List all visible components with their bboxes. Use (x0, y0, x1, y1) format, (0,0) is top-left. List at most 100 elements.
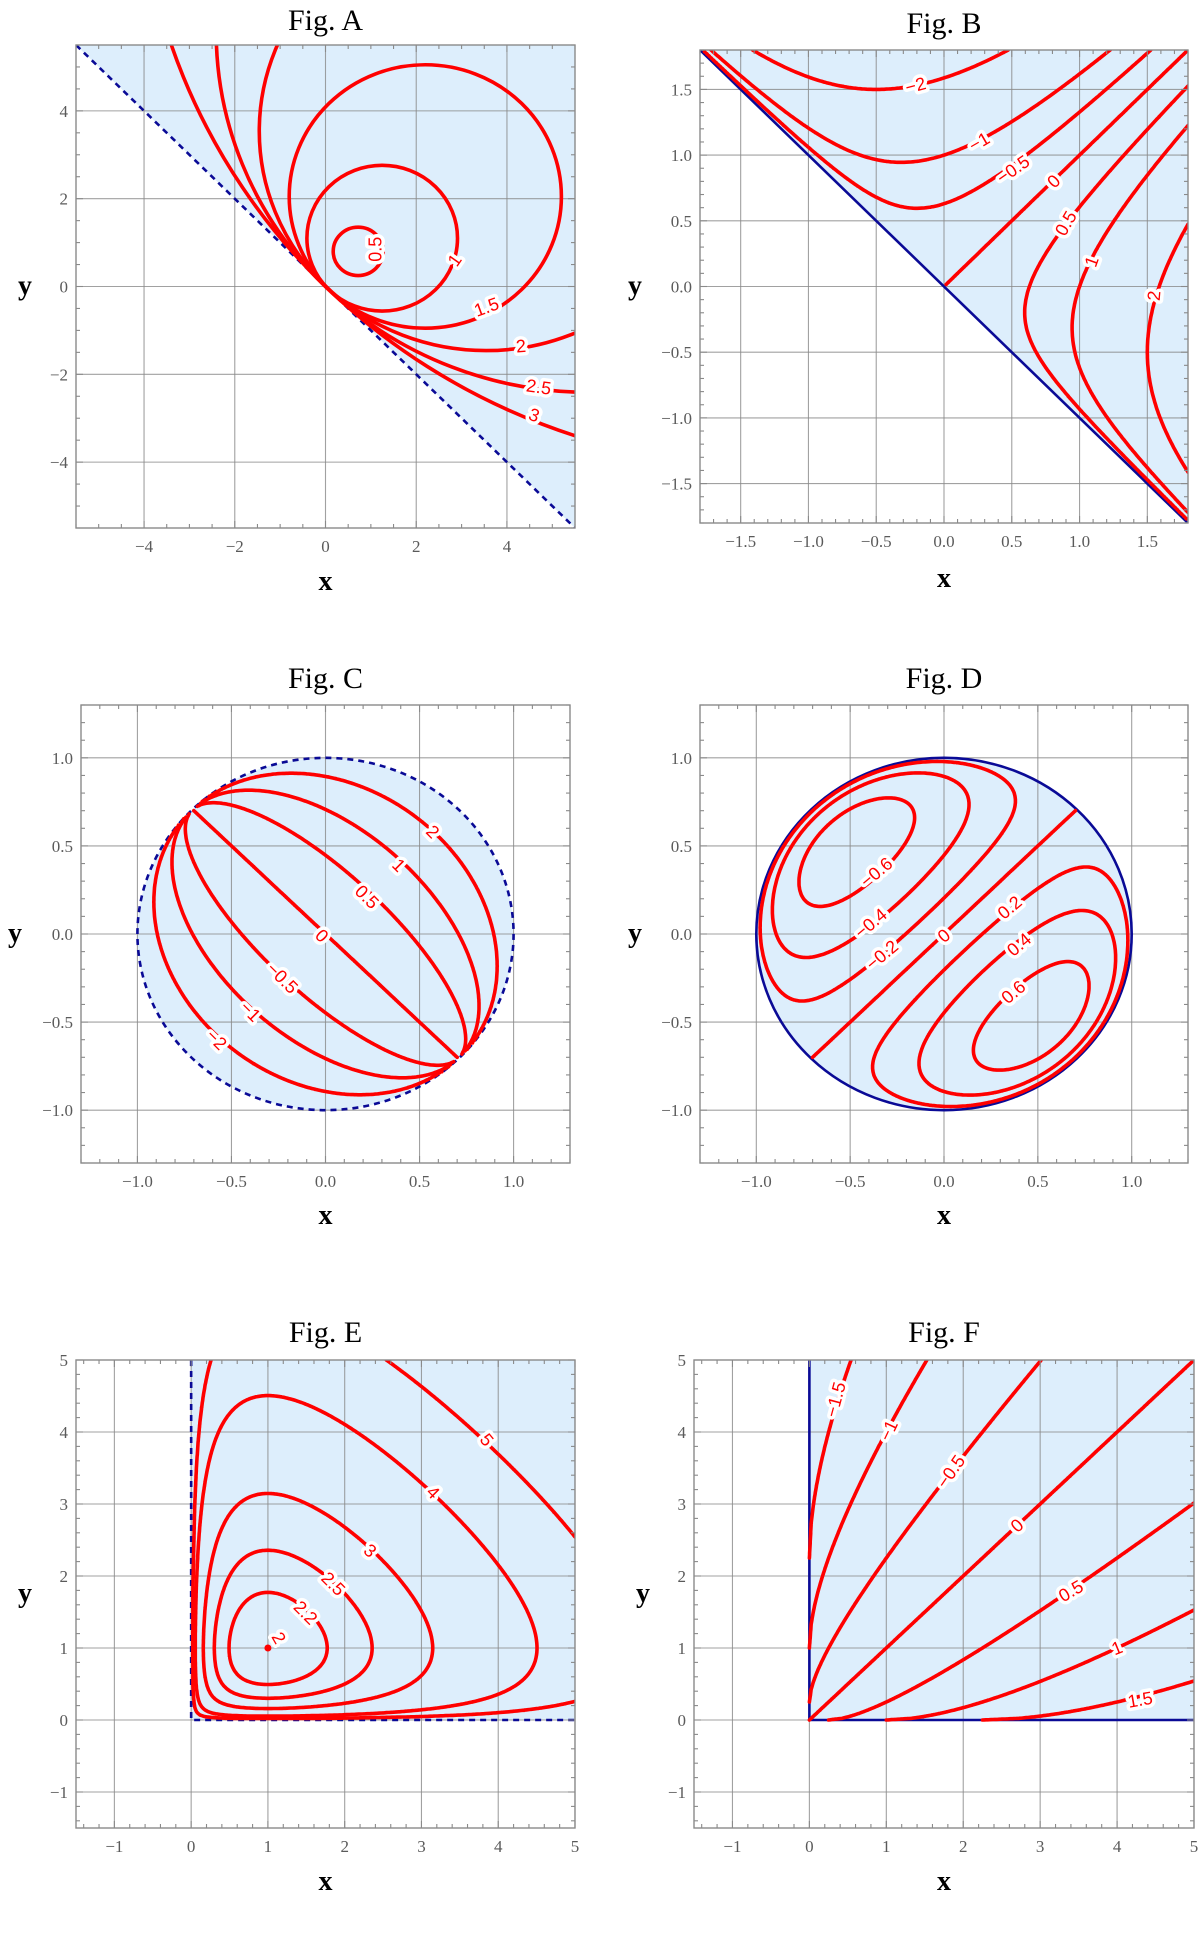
figure-d: Fig. D x y −0.6−0.4−0.200.20.40.6 −1.0 −0.5 0.… (628, 662, 1189, 1231)
y-axis-label: y (18, 271, 32, 302)
contour-lines (191, 1360, 575, 1721)
y-tick-label: 1 (60, 1639, 69, 1658)
contour-label: 2 (1144, 290, 1165, 302)
x-tick-label: −2 (226, 537, 244, 556)
y-tick-label: 3 (60, 1495, 69, 1514)
y-tick-label: 0 (60, 278, 69, 297)
contour-line (227, 1590, 329, 1687)
x-tick-label: 1 (264, 1837, 273, 1856)
y-tick-label: 4 (60, 1423, 69, 1442)
plot-area: −1.5−1−0.500.511.5 (694, 1360, 1194, 1828)
y-tick-label: 0.5 (671, 212, 692, 231)
x-axis-label: x (937, 1200, 951, 1231)
figure-title: Fig. C (288, 662, 363, 695)
contour-line (807, 1360, 853, 1560)
x-tick-label: 5 (571, 1837, 580, 1856)
contour-line (192, 808, 459, 1060)
contour-line (191, 1360, 575, 1721)
x-tick-label: −1 (105, 1837, 123, 1856)
contour-lines (807, 1360, 1194, 1722)
figure-title: Fig. F (908, 1316, 980, 1349)
contour-line (944, 50, 1188, 287)
y-tick-label: 2 (60, 190, 69, 209)
contour-lines (169, 45, 575, 438)
y-tick-label: 2 (678, 1567, 687, 1586)
y-axis-label: y (636, 1578, 650, 1609)
figure-c: Fig. Cxy−2−1−0.500.512−1.0 −0.5 0.0 0.5 1.0−… (8, 662, 571, 1231)
figure-title: Fig. E (289, 1316, 362, 1349)
y-tick-label: 1.5 (671, 80, 692, 99)
y-tick-label: 0.0 (671, 925, 692, 944)
axis-ticks: −1.0 −0.5 0.0 0.5 1.0 −1.0 −0.5 0.0 0.5 1.0 (42, 704, 571, 1191)
contour-line (1070, 123, 1188, 515)
y-tick-label: 0.5 (52, 837, 73, 856)
y-axis-label: y (628, 271, 642, 302)
x-tick-label: −4 (135, 537, 154, 556)
x-axis-label: x (319, 566, 333, 597)
contour-line (702, 50, 1153, 211)
contour-line (1022, 84, 1188, 521)
x-tick-label: 1.0 (503, 1172, 524, 1191)
contour-line (305, 163, 460, 313)
y-tick-label: 5 (678, 1351, 687, 1370)
contour-line (212, 1548, 374, 1701)
contour-line (884, 1608, 1194, 1722)
x-tick-label: 0.5 (1001, 532, 1022, 551)
contour-line (758, 759, 1018, 1003)
y-tick-label: 2 (60, 1567, 69, 1586)
axis-ticks: −1 0 1 2 3 4 5 −1 0 1 2 3 4 5 (50, 1351, 579, 1856)
x-tick-label: 3 (417, 1837, 426, 1856)
x-tick-label: 1.0 (1069, 532, 1090, 551)
contour-label: 2.5 (525, 375, 553, 398)
y-tick-label: 4 (60, 102, 69, 121)
y-tick-label: −1.0 (661, 409, 692, 428)
y-axis-label: y (8, 918, 22, 949)
contour-label: 0.5 (365, 237, 385, 262)
y-axis-label: y (628, 918, 642, 949)
x-tick-label: 0.5 (409, 1172, 430, 1191)
x-tick-label: −1 (723, 1837, 741, 1856)
x-tick-label: 0.0 (315, 1172, 336, 1191)
contour-line (810, 808, 1078, 1060)
x-tick-label: 0.0 (933, 1172, 954, 1191)
y-tick-label: −1 (50, 1783, 68, 1802)
contour-line (183, 812, 456, 1068)
y-tick-label: 5 (60, 1351, 69, 1370)
y-tick-label: 4 (678, 1423, 687, 1442)
x-tick-label: 0 (187, 1837, 196, 1856)
axis-ticks: −1.5 −1.0 −0.5 0.0 0.5 1.0 1.5 −1.5 −1.0 −0.5 0.0 0… (661, 49, 1189, 551)
domain-boundary (136, 756, 515, 1112)
contour-line (807, 1360, 1194, 1722)
y-tick-label: 0 (60, 1711, 69, 1730)
x-tick-label: 2 (340, 1837, 349, 1856)
figure-title: Fig. D (906, 662, 983, 695)
y-tick-label: −1.0 (42, 1101, 73, 1120)
x-tick-label: −1.0 (793, 532, 824, 551)
plot-frame (75, 1359, 576, 1829)
y-tick-label: −0.5 (661, 1013, 692, 1032)
contour-line (971, 959, 1091, 1072)
axis-ticks: −1 0 1 2 3 4 5 −1 0 1 2 3 4 5 (668, 1351, 1198, 1856)
figure-b: Fig. B x y −2−1−0.5 00.512 −1.5 −1.0 −0.5 0.0 0.5… (628, 7, 1189, 594)
plot-area: −0.6−0.4−0.200.20.40.6 (700, 705, 1188, 1163)
contour-line (797, 796, 917, 909)
y-tick-label: −0.5 (661, 343, 692, 362)
y-tick-label: −2 (50, 365, 68, 384)
contour-line (257, 45, 575, 353)
y-tick-label: −1 (668, 1783, 686, 1802)
plot-area: 0.5 11.522.53 (76, 45, 575, 528)
x-tick-label: 0 (321, 537, 330, 556)
contour-line (331, 225, 385, 278)
y-tick-label: −4 (50, 453, 69, 472)
contour-line (193, 1393, 539, 1718)
contour-line (200, 771, 499, 1052)
domain-boundary (755, 756, 1133, 1112)
x-axis-label: x (937, 563, 951, 594)
axis-ticks: −1.0 −0.5 0.0 0.5 1.0 −1.0 −0.5 0.0 0.5 1.0 (661, 704, 1189, 1191)
y-tick-label: 1 (678, 1639, 687, 1658)
x-tick-label: 4 (1113, 1837, 1122, 1856)
